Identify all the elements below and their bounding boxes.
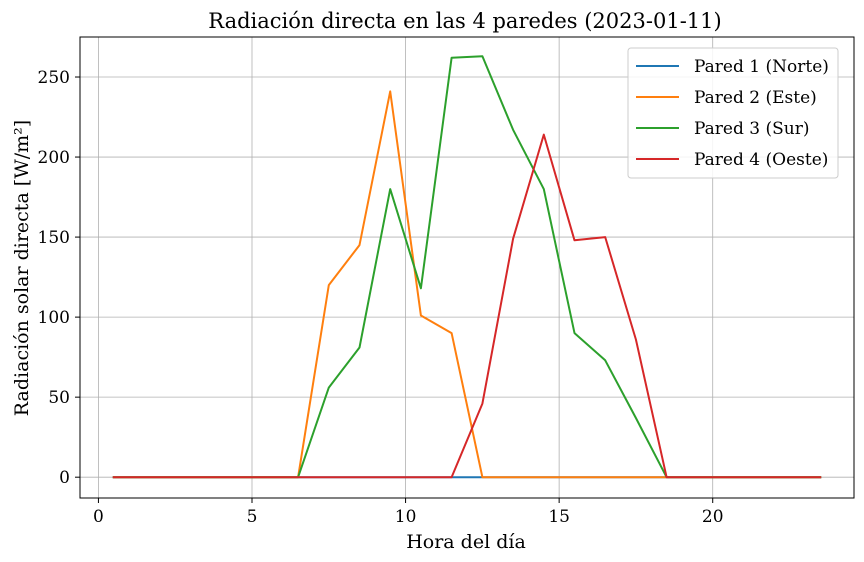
legend-item: Pared 1 (Norte) [636,57,829,77]
legend-item: Pared 3 (Sur) [636,119,810,139]
legend-item: Pared 2 (Este) [636,88,817,108]
y-tick-label: 200 [38,148,70,168]
chart-title: Radiación directa en las 4 paredes (2023… [208,9,721,33]
x-tick-label: 5 [247,507,258,527]
plot-frame [79,36,855,499]
series-lines [112,55,822,479]
legend-label: Pared 3 (Sur) [694,119,810,139]
legend-label: Pared 1 (Norte) [694,57,829,77]
x-tick-label: 20 [702,507,724,527]
x-tick-label: 15 [548,507,570,527]
series-line-4 [112,133,822,479]
x-axis-label: Hora del día [406,531,526,553]
legend-label: Pared 4 (Oeste) [694,150,828,170]
legend-label: Pared 2 (Este) [694,88,817,108]
y-tick-label: 100 [38,308,70,328]
y-tick-label: 250 [38,68,70,88]
y-tick-label: 50 [48,388,70,408]
legend-box [627,47,839,179]
y-axis-label: Radiación solar directa [W/m²] [11,120,33,416]
legend: Pared 1 (Norte) Pared 2 (Este) Pared 3 (Su… [627,47,839,179]
y-tick-label: 150 [38,228,70,248]
y-tick-label: 0 [59,468,70,488]
x-tick-label: 10 [395,507,417,527]
x-tick-label: 0 [93,507,104,527]
legend-item: Pared 4 (Oeste) [636,150,828,170]
